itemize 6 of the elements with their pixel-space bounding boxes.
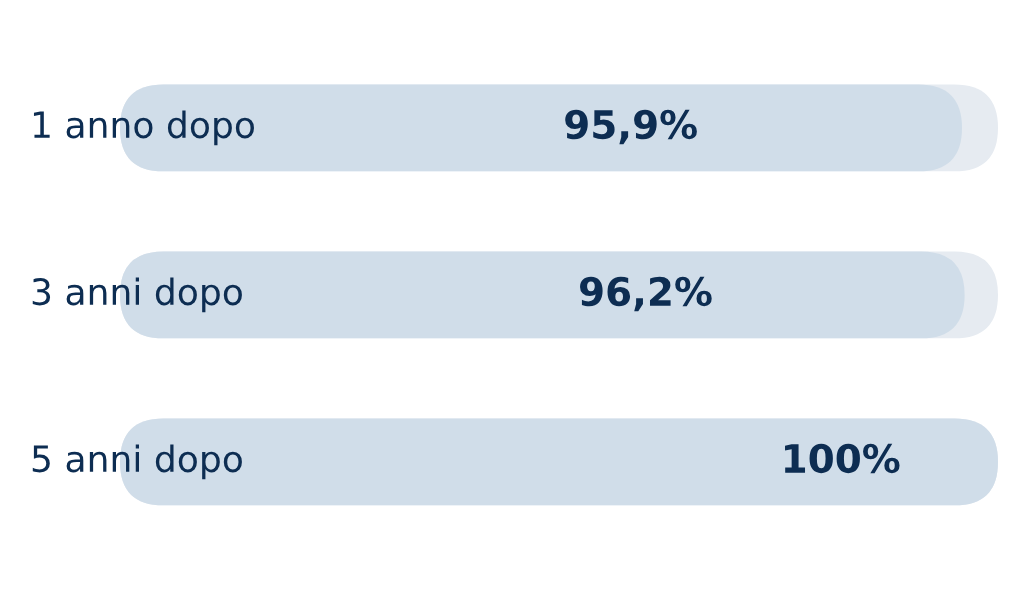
data-label: 96,2% <box>580 276 712 312</box>
y-tick-label: 3 anni dopo <box>32 277 242 313</box>
data-label: 95,9% <box>565 109 697 145</box>
y-tick-label: 1 anno dopo <box>33 110 254 146</box>
y-tick-label: 5 anni dopo <box>32 444 242 480</box>
data-label: 100% <box>785 443 900 474</box>
